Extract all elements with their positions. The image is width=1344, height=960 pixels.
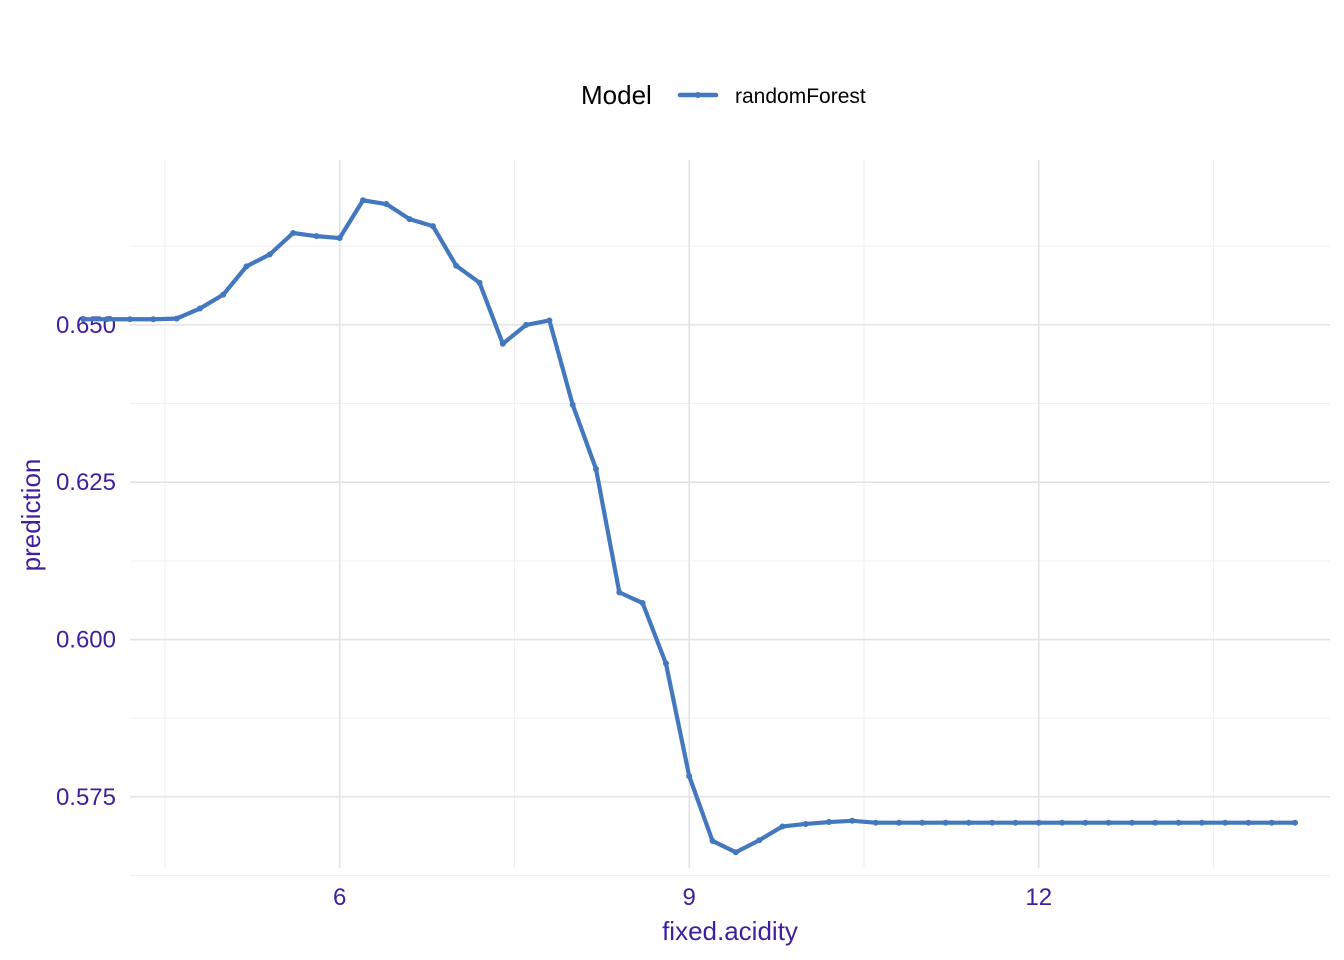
- data-point: [1128, 819, 1135, 826]
- series-layer: [80, 197, 1299, 856]
- data-point: [1292, 819, 1299, 826]
- x-tick-label: 9: [683, 884, 696, 911]
- data-point: [895, 819, 902, 826]
- data-point: [1035, 819, 1042, 826]
- data-point: [383, 201, 390, 208]
- data-point: [662, 660, 669, 667]
- y-tick-label: 0.650: [56, 312, 116, 339]
- data-point: [336, 235, 343, 242]
- data-point: [1105, 819, 1112, 826]
- data-point: [196, 305, 203, 312]
- data-point: [80, 316, 87, 323]
- legend: Model randomForest: [581, 80, 866, 110]
- data-point: [523, 321, 530, 328]
- data-point: [290, 230, 297, 237]
- data-point: [1059, 819, 1066, 826]
- x-tick-label: 6: [333, 884, 346, 911]
- data-point: [1175, 819, 1182, 826]
- data-point: [1222, 819, 1229, 826]
- data-point: [569, 401, 576, 408]
- data-point: [989, 819, 996, 826]
- data-point: [429, 223, 436, 230]
- data-point: [1268, 819, 1275, 826]
- data-point: [593, 466, 600, 473]
- data-point: [173, 315, 180, 322]
- data-point: [127, 316, 133, 323]
- data-point: [965, 819, 972, 826]
- y-tick-label: 0.575: [56, 784, 116, 811]
- y-tick-labels: 0.575 0.600 0.625 0.650: [56, 312, 116, 811]
- data-point: [872, 819, 879, 826]
- x-axis-title: fixed.acidity: [662, 916, 798, 946]
- data-point: [1198, 819, 1205, 826]
- data-point: [802, 820, 809, 827]
- legend-series-label: randomForest: [735, 85, 866, 108]
- data-point: [313, 233, 320, 240]
- y-tick-label: 0.600: [56, 627, 116, 654]
- data-point: [476, 279, 483, 286]
- data-point: [360, 197, 367, 204]
- data-point: [732, 849, 739, 856]
- data-point: [1245, 819, 1252, 826]
- data-point: [243, 263, 250, 270]
- data-point: [779, 823, 786, 830]
- x-tick-label: 12: [1025, 884, 1052, 911]
- data-point: [919, 819, 926, 826]
- data-point: [1082, 819, 1089, 826]
- data-point: [406, 216, 413, 223]
- grid: [130, 160, 1330, 877]
- data-point: [756, 837, 763, 844]
- data-point: [103, 316, 110, 323]
- data-point: [1152, 819, 1159, 826]
- x-tick-labels: 6 9 12: [333, 884, 1052, 911]
- y-tick-label: 0.625: [56, 469, 116, 496]
- data-point: [266, 251, 273, 258]
- data-point: [849, 817, 856, 824]
- data-point: [616, 589, 623, 596]
- data-point: [1012, 819, 1019, 826]
- legend-key-point: [695, 92, 701, 98]
- legend-title: Model: [581, 80, 652, 110]
- data-point: [546, 317, 553, 324]
- data-point: [709, 837, 716, 844]
- data-point: [499, 340, 506, 347]
- data-point: [826, 819, 833, 826]
- data-point: [686, 773, 693, 780]
- data-point: [150, 316, 157, 323]
- data-point: [220, 291, 227, 298]
- y-axis-title: prediction: [16, 459, 46, 572]
- data-point: [453, 262, 460, 269]
- data-point: [639, 600, 646, 607]
- data-point: [942, 819, 949, 826]
